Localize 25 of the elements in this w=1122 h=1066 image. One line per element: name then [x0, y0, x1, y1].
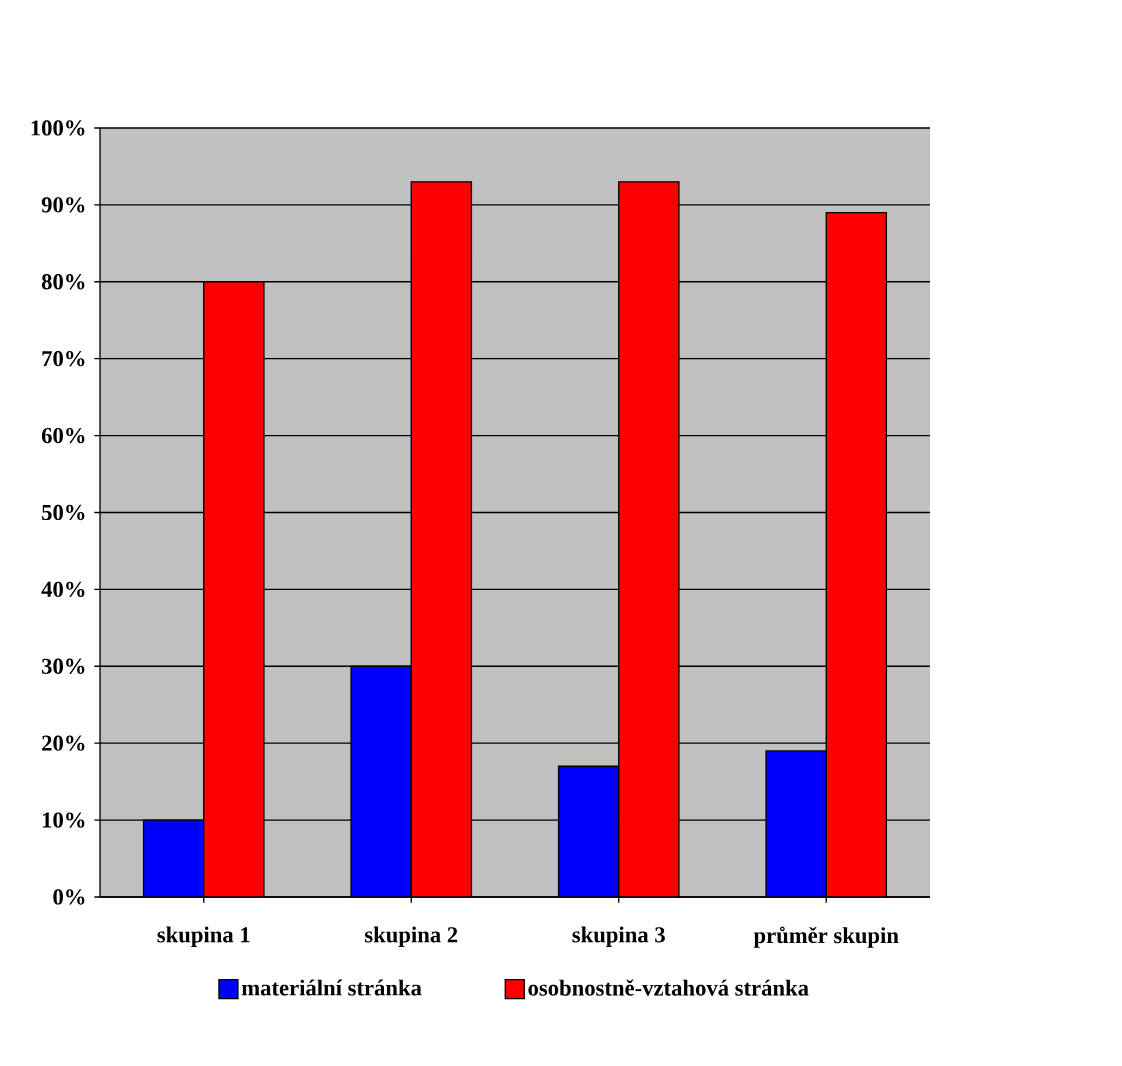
legend-label: osobnostně-vztahová stránka — [528, 979, 809, 996]
bar — [203, 281, 265, 897]
x-tick-label: průměr skupin — [753, 926, 899, 948]
x-tick-label: skupina 2 — [365, 926, 458, 948]
y-tick-label: 50% — [42, 504, 85, 521]
bar — [350, 665, 412, 897]
legend-label: materiální stránka — [241, 979, 422, 996]
y-tick-label: 20% — [42, 735, 85, 751]
y-tick-label: 0% — [53, 889, 85, 905]
y-tick-label: 90% — [41, 197, 85, 213]
y-tick-label: 10% — [42, 812, 85, 828]
y-tick-label: 40% — [41, 581, 85, 598]
y-tick-label: 60% — [41, 427, 85, 444]
y-tick-label: 30% — [42, 658, 85, 674]
x-tick-label: skupina 1 — [157, 926, 250, 948]
y-tick-label: 70% — [42, 351, 85, 367]
bar — [825, 211, 888, 897]
bar — [557, 765, 620, 897]
y-tick-label: 100% — [31, 120, 85, 136]
bar — [142, 819, 205, 897]
bar — [618, 181, 680, 897]
bar — [765, 750, 827, 897]
bar — [410, 181, 473, 897]
y-tick-label: 80% — [41, 274, 85, 290]
x-tick-label: skupina 3 — [572, 926, 665, 948]
